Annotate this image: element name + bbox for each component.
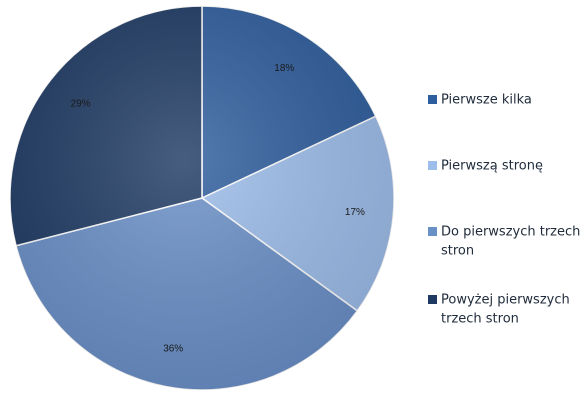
legend-label-2: Pierwszą stronę xyxy=(441,159,543,174)
data-label-4: 29% xyxy=(71,99,91,110)
data-label-2: 17% xyxy=(345,207,365,218)
legend-label-3-line-1: Do pierwszych trzech xyxy=(441,225,580,240)
pie-data-labels: 18% 17% 36% 29% xyxy=(71,63,365,355)
legend: Pierwsze kilka Pierwszą stronę Do pierwszy… xyxy=(428,93,580,327)
legend-label-4-line-1: Powyżej pierwszych xyxy=(441,293,570,308)
legend-swatch-3 xyxy=(428,227,437,236)
pie-slices xyxy=(9,5,395,391)
legend-swatch-4 xyxy=(428,295,437,304)
legend-label-1: Pierwsze kilka xyxy=(441,93,532,108)
legend-swatch-2 xyxy=(428,161,437,170)
data-label-3: 36% xyxy=(163,344,183,355)
legend-label-4-line-2: trzech stron xyxy=(441,312,519,327)
data-label-1: 18% xyxy=(274,63,294,74)
legend-label-3-line-2: stron xyxy=(441,244,474,259)
legend-swatch-1 xyxy=(428,95,437,104)
